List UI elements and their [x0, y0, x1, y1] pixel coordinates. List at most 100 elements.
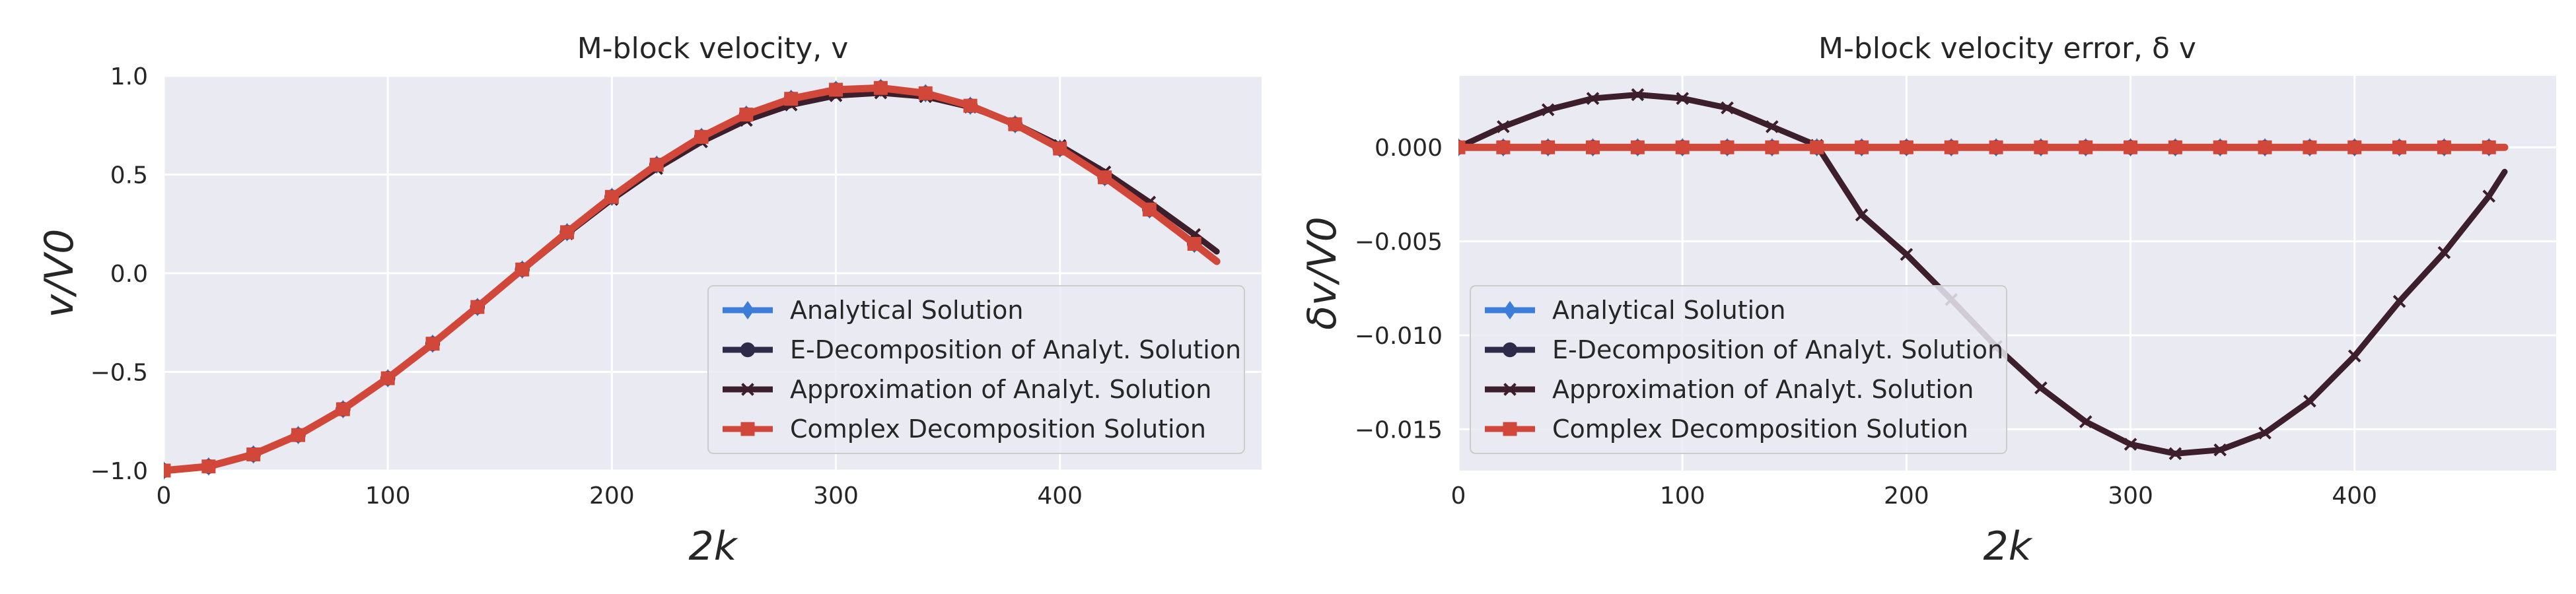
- data-point: [1497, 120, 1510, 133]
- legend-entry: Approximation of Analyt. Solution: [790, 375, 1211, 404]
- y-tick-label: 0.0: [110, 261, 148, 288]
- data-point: [201, 459, 216, 474]
- legend-marker: [740, 422, 755, 436]
- legend-box: [707, 285, 1245, 454]
- data-point: [2034, 381, 2048, 395]
- x-tick-label: 400: [1037, 482, 1083, 510]
- data-point: [1810, 140, 1824, 154]
- data-point: [1721, 101, 1734, 115]
- data-point: [1675, 140, 1690, 154]
- data-point: [470, 300, 485, 314]
- data-point: [2347, 140, 2362, 154]
- data-point: [1586, 140, 1600, 154]
- legend-marker: [1503, 301, 1517, 319]
- data-point: [918, 86, 933, 100]
- legend-entry: Complex Decomposition Solution: [1552, 414, 1968, 444]
- data-point: [1496, 140, 1511, 154]
- legend-entry: E-Decomposition of Analyt. Solution: [790, 335, 1241, 364]
- chart-title: M-block velocity, v: [577, 32, 849, 65]
- x-axis-label: 2k: [1984, 523, 2033, 570]
- series-layer: [164, 79, 1221, 480]
- x-tick-label: 100: [365, 482, 411, 510]
- data-point: [1631, 88, 1645, 102]
- data-point: [2213, 443, 2227, 457]
- data-point: [2392, 140, 2407, 154]
- legend-box: [1470, 285, 2007, 454]
- x-tick-label: 300: [813, 482, 859, 510]
- legend-marker: [741, 383, 754, 396]
- legend-entry: Analytical Solution: [790, 296, 1024, 325]
- data-point: [2258, 426, 2272, 440]
- y-axis-label: δv/V0: [1299, 216, 1345, 330]
- y-tick-label: −0.010: [1355, 323, 1443, 350]
- legend-entry: E-Decomposition of Analyt. Solution: [1552, 335, 2003, 364]
- data-point: [2168, 447, 2182, 461]
- data-point: [739, 108, 754, 122]
- data-point: [649, 158, 664, 172]
- legend-marker: [740, 342, 756, 358]
- data-point: [1855, 140, 1869, 154]
- data-point: [291, 428, 306, 442]
- data-point: [1458, 140, 1466, 154]
- data-point: [2392, 294, 2406, 308]
- data-point: [1541, 103, 1555, 117]
- x-tick-label: 0: [157, 482, 172, 510]
- data-point: [336, 402, 350, 416]
- x-tick-label: 100: [1660, 482, 1705, 510]
- chart-title: M-block velocity error, δ v: [1818, 32, 2196, 65]
- y-tick-label: −0.005: [1355, 229, 1443, 256]
- data-point: [164, 463, 171, 478]
- y-axis-label: v/V0: [36, 229, 83, 318]
- data-point: [2347, 349, 2361, 363]
- legend-entry: Analytical Solution: [1552, 296, 1786, 325]
- data-point: [1855, 208, 1869, 222]
- y-tick-label: −0.5: [90, 360, 148, 387]
- legend-marker: [1503, 422, 1517, 436]
- data-point: [1900, 248, 1914, 261]
- legend-entry: Complex Decomposition Solution: [790, 414, 1206, 444]
- data-point: [1008, 117, 1022, 131]
- data-point: [2258, 140, 2272, 154]
- data-point: [1098, 170, 1112, 185]
- data-point: [1944, 140, 1958, 154]
- data-point: [2437, 140, 2451, 154]
- data-point: [873, 81, 888, 95]
- y-tick-label: 1.0: [110, 63, 148, 90]
- y-tick-label: 0.000: [1375, 135, 1443, 162]
- legend-marker: [1502, 342, 1518, 358]
- data-point: [2303, 394, 2316, 408]
- data-point: [604, 189, 619, 204]
- data-point: [694, 129, 709, 144]
- x-tick-label: 200: [1884, 482, 1929, 510]
- data-point: [1142, 202, 1157, 216]
- data-point: [2303, 140, 2317, 154]
- data-point: [1766, 120, 1779, 133]
- data-point: [784, 92, 799, 106]
- data-point: [2079, 140, 2093, 154]
- x-tick-label: 200: [589, 482, 635, 510]
- legend-entry: Approximation of Analyt. Solution: [1552, 375, 1974, 404]
- velocity-error-panel: 0 100 200 300 400 −0.015 −0.010 −0.005 0.000 M-bl…: [1299, 32, 2556, 570]
- data-point: [2124, 140, 2138, 154]
- data-point: [515, 262, 530, 277]
- data-point: [246, 447, 261, 461]
- data-point: [2124, 438, 2137, 451]
- data-point: [1541, 140, 1556, 154]
- data-point: [2168, 140, 2182, 154]
- legend: Analytical Solution E-Decomposition of An…: [1470, 285, 2007, 454]
- data-point: [1586, 92, 1600, 105]
- data-point: [1899, 140, 1914, 154]
- data-point: [2482, 189, 2496, 203]
- x-tick-label: 0: [1451, 482, 1466, 510]
- legend: Analytical Solution E-Decomposition of An…: [707, 285, 1245, 454]
- data-point: [829, 82, 843, 97]
- data-point: [963, 98, 978, 113]
- data-point: [1720, 140, 1735, 154]
- data-point: [2437, 246, 2451, 259]
- x-axis-label: 2k: [689, 523, 738, 570]
- data-point: [380, 371, 395, 385]
- data-point: [1187, 236, 1201, 251]
- legend-marker: [741, 301, 754, 319]
- x-tick-label: 300: [2108, 482, 2153, 510]
